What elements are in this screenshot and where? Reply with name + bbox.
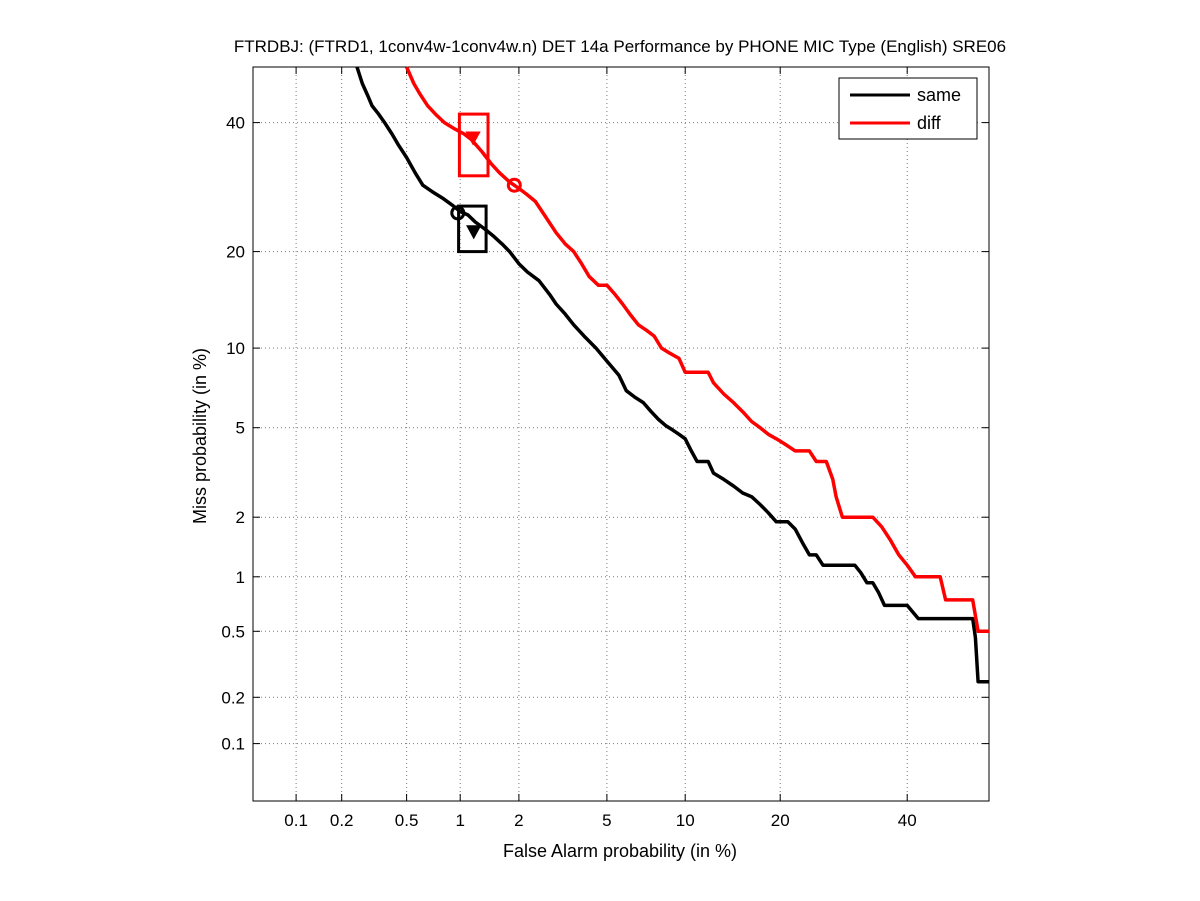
series-line-same xyxy=(355,66,989,684)
marker-box-diff xyxy=(457,112,490,178)
grid xyxy=(253,67,989,801)
y-tick-label: 20 xyxy=(226,243,245,262)
marker-box-same xyxy=(457,204,488,254)
y-axis-ticks: 0.1 0.2 0.5 1 2 5 10 20 40 xyxy=(221,114,989,754)
marker-triangle-diff xyxy=(465,131,481,146)
x-axis-ticks: 0.1 0.2 0.5 1 2 5 10 20 40 xyxy=(284,67,917,830)
y-tick-label: 2 xyxy=(236,508,245,527)
y-tick-label: 0.5 xyxy=(221,622,245,641)
x-tick-label: 0.2 xyxy=(330,811,354,830)
legend-box xyxy=(838,77,978,140)
x-tick-label: 40 xyxy=(898,811,917,830)
legend-label-diff: diff xyxy=(917,113,942,133)
series-markers xyxy=(450,112,522,254)
y-tick-label: 0.2 xyxy=(221,688,245,707)
x-tick-label: 20 xyxy=(771,811,790,830)
y-axis-label: Miss probability (in %) xyxy=(190,348,210,524)
y-tick-label: 5 xyxy=(236,419,245,438)
x-tick-label: 1 xyxy=(455,811,464,830)
y-tick-label: 40 xyxy=(226,114,245,133)
y-tick-label: 1 xyxy=(236,568,245,587)
x-tick-label: 5 xyxy=(602,811,611,830)
plot-frame xyxy=(252,66,990,802)
chart-title: FTRDBJ: (FTRD1, 1conv4w-1conv4w.n) DET 1… xyxy=(234,37,1006,56)
x-tick-label: 0.5 xyxy=(395,811,419,830)
x-tick-label: 2 xyxy=(514,811,523,830)
marker-circle-diff xyxy=(506,177,522,193)
y-tick-label: 10 xyxy=(226,339,245,358)
legend-label-same: same xyxy=(917,85,961,105)
series-line-diff xyxy=(404,66,989,634)
y-tick-label: 0.1 xyxy=(221,735,245,754)
x-axis-label: False Alarm probability (in %) xyxy=(503,841,737,861)
x-tick-label: 10 xyxy=(676,811,695,830)
series-lines xyxy=(355,66,989,684)
legend: same diff xyxy=(838,77,978,140)
x-tick-label: 0.1 xyxy=(284,811,308,830)
marker-triangle-same xyxy=(466,225,482,240)
